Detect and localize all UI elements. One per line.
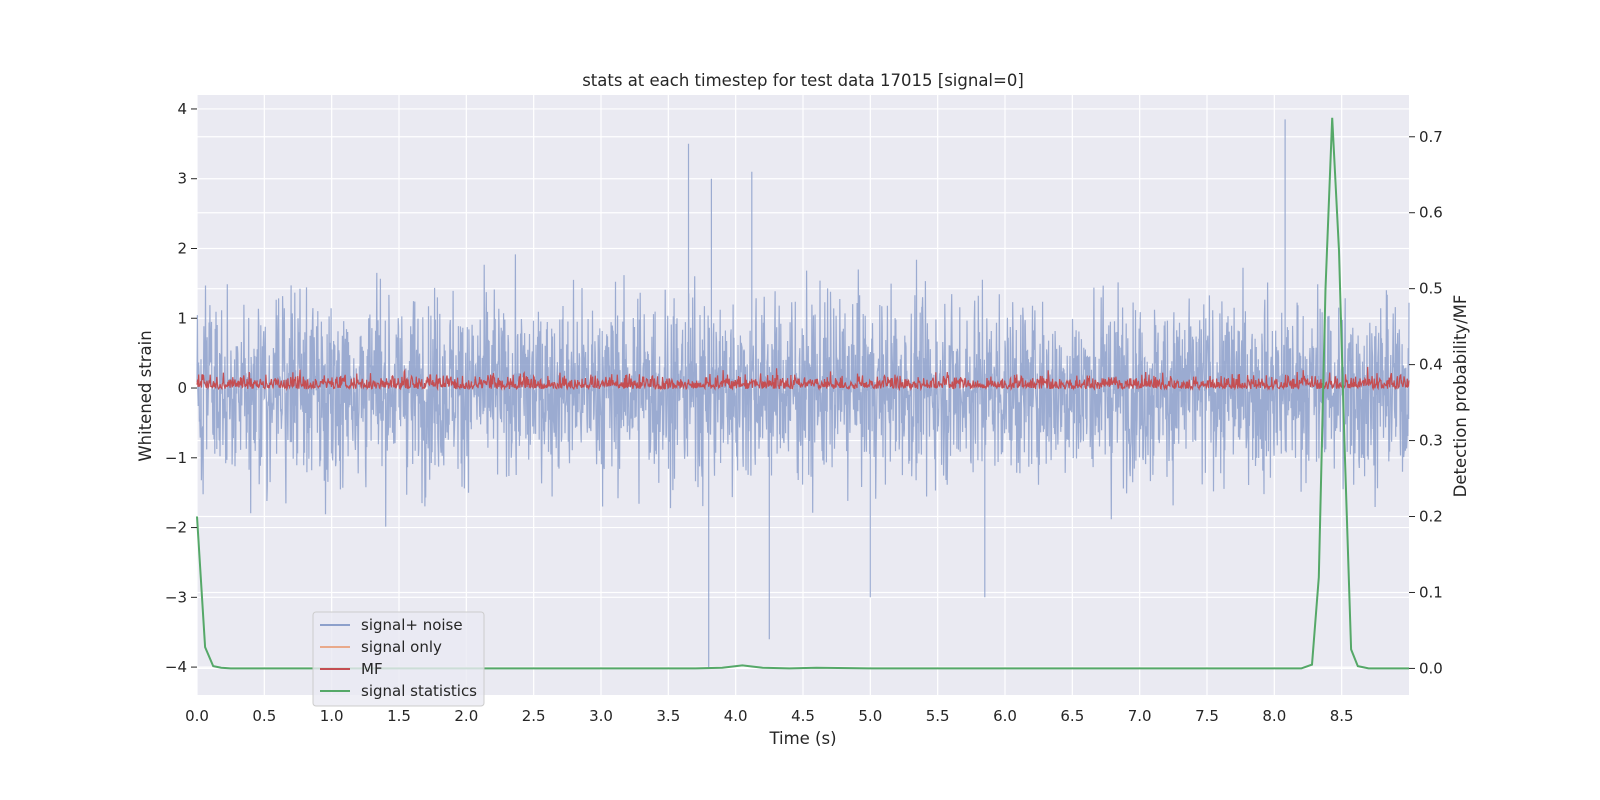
y2-tick-label: 0.1 <box>1419 583 1443 601</box>
series-mf <box>196 366 1410 392</box>
y-tick-label: 4 <box>177 100 187 118</box>
legend-label-signal-noise: signal+ noise <box>361 616 463 634</box>
y-tick-label: −4 <box>165 658 187 676</box>
legend-label-signal-statistics: signal statistics <box>361 682 477 700</box>
x-ticks: 0.0 0.5 1.0 1.5 2.0 2.5 3.0 3.5 4.0 4.5 5.0 5.5 6.0 6… <box>185 707 1354 725</box>
legend-label-signal-only: signal only <box>361 638 442 656</box>
series-signal-noise <box>196 119 1410 668</box>
y2-tick-label: 0.3 <box>1419 432 1443 450</box>
x-tick-label: 0.0 <box>185 707 209 725</box>
x-tick-label: 2.0 <box>454 707 478 725</box>
x-tick-label: 2.5 <box>522 707 546 725</box>
x-tick-label: 6.5 <box>1060 707 1084 725</box>
y-axis-label: Whitened strain <box>136 330 155 461</box>
x-tick-label: 8.0 <box>1262 707 1286 725</box>
x-axis-label: Time (s) <box>768 729 836 748</box>
legend-box <box>312 611 485 707</box>
y-ticks: −4 −3 −2 −1 0 1 2 3 4 <box>165 100 197 676</box>
x-tick-label: 1.0 <box>320 707 344 725</box>
y2-tick-label: 0.0 <box>1419 659 1443 677</box>
y-tick-label: −2 <box>165 519 187 537</box>
x-tick-label: 4.5 <box>791 707 815 725</box>
x-tick-label: 7.5 <box>1195 707 1219 725</box>
y2-ticks: 0.0 0.1 0.2 0.3 0.4 0.5 0.6 0.7 <box>1409 128 1443 677</box>
x-tick-label: 6.0 <box>993 707 1017 725</box>
series-signal-statistics <box>196 117 1409 670</box>
y-tick-label: 2 <box>177 239 187 257</box>
y2-tick-label: 0.7 <box>1419 128 1443 146</box>
series-layer <box>196 117 1410 670</box>
y2-tick-label: 0.6 <box>1419 204 1443 222</box>
legend: signal+ noise signal only MF signal stat… <box>312 611 485 707</box>
y-tick-label: −3 <box>165 588 187 606</box>
y-tick-label: −1 <box>165 449 187 467</box>
x-tick-label: 3.0 <box>589 707 613 725</box>
y2-tick-label: 0.4 <box>1419 356 1443 374</box>
x-tick-label: 1.5 <box>387 707 411 725</box>
y-tick-label: 3 <box>177 170 187 188</box>
x-tick-label: 0.5 <box>252 707 276 725</box>
y2-tick-label: 0.5 <box>1419 280 1443 298</box>
y-tick-label: 1 <box>177 309 187 327</box>
y2-axis-label: Detection probability/MF <box>1451 295 1470 498</box>
chart-title: stats at each timestep for test data 170… <box>582 71 1024 90</box>
x-tick-label: 7.0 <box>1128 707 1152 725</box>
y2-tick-label: 0.2 <box>1419 508 1443 526</box>
x-tick-label: 5.5 <box>926 707 950 725</box>
x-tick-label: 3.5 <box>656 707 680 725</box>
y-tick-label: 0 <box>177 379 187 397</box>
x-tick-label: 5.0 <box>858 707 882 725</box>
x-tick-label: 8.5 <box>1330 707 1354 725</box>
x-tick-label: 4.0 <box>724 707 748 725</box>
legend-label-mf: MF <box>361 660 383 678</box>
